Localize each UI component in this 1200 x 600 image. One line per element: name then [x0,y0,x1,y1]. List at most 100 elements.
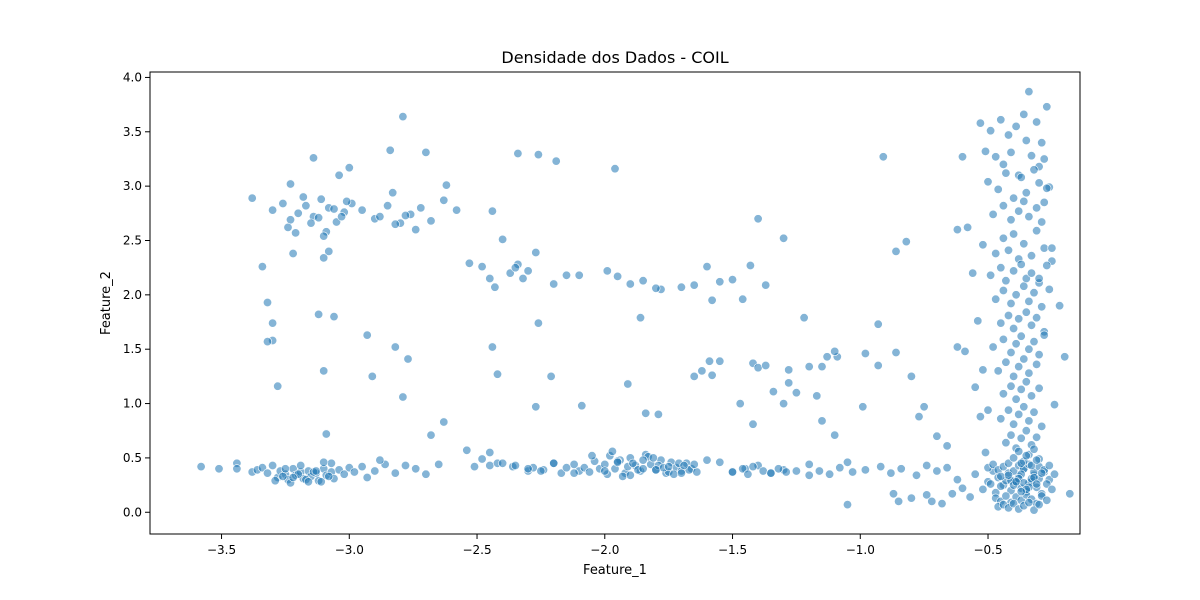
data-point [1037,138,1047,148]
data-point [1009,193,1019,203]
data-point [779,399,789,409]
data-point [273,381,283,391]
data-point [1027,391,1037,401]
data-point [293,208,303,218]
data-point [400,211,410,221]
data-point [1014,206,1024,216]
data-point [858,402,868,412]
data-point [398,112,408,122]
data-point [492,369,502,379]
data-point [1001,168,1011,178]
data-point [975,118,985,128]
data-point [1014,362,1024,372]
data-point [957,152,967,162]
data-point [1016,433,1026,443]
data-point [288,472,298,482]
y-axis-label: Feature_2 [99,271,114,335]
data-point [625,470,635,480]
data-point [1009,229,1019,239]
data-point [549,279,559,289]
data-point [651,465,661,475]
data-point [247,193,257,203]
data-point [842,500,852,510]
data-point [998,334,1008,344]
data-point [306,218,316,228]
data-point [510,460,520,470]
data-point [308,153,318,163]
data-point [1021,451,1031,461]
data-point [1032,313,1042,323]
y-tick-label: 3.5 [123,125,142,139]
data-point [1047,484,1057,494]
data-point [876,462,886,472]
data-point [1039,330,1049,340]
data-point [1006,347,1016,357]
data-point [375,212,385,222]
data-point [743,469,753,479]
data-point [314,309,324,319]
data-point [1021,307,1031,317]
data-point [988,209,998,219]
data-point [1009,419,1019,429]
data-point [689,280,699,290]
x-axis-label: Feature_1 [583,563,647,578]
data-point [561,463,571,473]
data-point [983,405,993,415]
data-point [329,312,339,322]
data-point [283,222,293,232]
data-point [1021,426,1031,436]
data-point [830,430,840,440]
data-point [1016,487,1026,497]
data-point [804,362,814,372]
data-point [388,188,398,198]
data-point [1024,296,1034,306]
points-layer [196,87,1075,515]
data-point [398,392,408,402]
data-point [963,222,973,232]
data-point [814,466,824,476]
data-point [1039,154,1049,164]
x-axis: −3.5 −3.0 −2.5 −2.0 −1.5 −1.0 −0.5 [207,534,1003,557]
data-point [998,285,1008,295]
data-point [745,260,755,270]
data-point [288,249,298,259]
data-point [469,462,479,472]
data-point [319,253,329,263]
data-point [830,346,840,356]
data-point [702,262,712,272]
data-point [952,225,962,235]
data-point [285,215,295,225]
data-point [531,248,541,258]
data-point [613,457,623,467]
data-point [1037,468,1047,478]
data-point [262,468,272,478]
data-point [896,464,906,474]
data-point [1034,273,1044,283]
data-point [1016,458,1026,468]
plot-area-frame [149,71,1081,535]
data-point [400,460,410,470]
data-point [638,464,648,474]
data-point [1042,260,1052,270]
data-point [610,164,620,174]
data-point [993,184,1003,194]
data-point [761,280,771,290]
data-point [888,489,898,499]
data-point [952,475,962,485]
data-point [1037,421,1047,431]
data-point [676,282,686,292]
data-point [1014,446,1024,456]
data-point [1016,384,1026,394]
data-point [1001,357,1011,367]
data-point [602,266,612,276]
data-point [1011,121,1021,131]
data-point [996,414,1006,424]
data-point [523,266,533,276]
data-point [676,468,686,478]
data-point [1021,188,1031,198]
data-point [894,496,904,506]
data-point [1003,130,1013,140]
data-point [651,283,661,293]
data-point [1011,477,1021,487]
data-point [464,258,474,268]
